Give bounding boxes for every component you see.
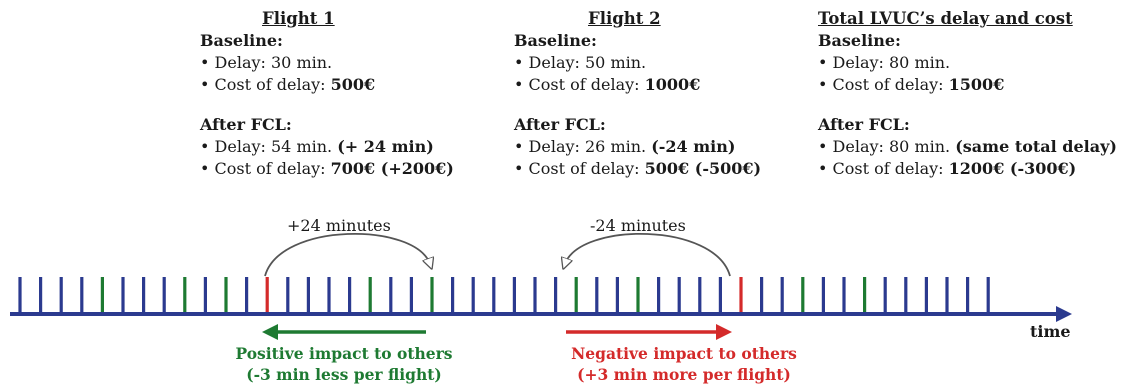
negative-impact-line1: Negative impact to others xyxy=(571,344,797,363)
flight1-baseline-delay: • Delay: 30 min. xyxy=(200,53,333,72)
flight1-after-heading: After FCL: xyxy=(200,115,292,134)
flight1-baseline-cost: • Cost of delay: 500€ xyxy=(200,74,454,96)
flight2-after-delay: • Delay: 26 min. (-24 min) xyxy=(514,136,761,158)
flight2-title: Flight 2 xyxy=(588,9,661,28)
time-axis-label: time xyxy=(1030,322,1071,341)
total-baseline-heading: Baseline: xyxy=(818,31,901,50)
total-baseline-delay: • Delay: 80 min. xyxy=(818,53,951,72)
flight1-baseline-heading: Baseline: xyxy=(200,31,283,50)
flight2-baseline-cost: • Cost of delay: 1000€ xyxy=(514,74,761,96)
total-after-delay-label: • Delay: 80 min. xyxy=(818,137,956,156)
negative-impact-arrowhead xyxy=(716,324,732,340)
flight2-baseline-cost-label: • Cost of delay: xyxy=(514,75,645,94)
total-after-delay-value: (same total delay) xyxy=(955,137,1117,156)
flight1-after-cost-label: • Cost of delay: xyxy=(200,159,331,178)
total-baseline-cost: • Cost of delay: 1500€ xyxy=(818,74,1117,96)
flight1-after-delay: • Delay: 54 min. (+ 24 min) xyxy=(200,136,454,158)
flight2-after-cost-label: • Cost of delay: xyxy=(514,159,645,178)
timeline-ticks xyxy=(18,277,990,312)
right-curved-arrow xyxy=(565,233,731,277)
right-arc-label: -24 minutes xyxy=(590,216,686,235)
flight2-after-heading: After FCL: xyxy=(514,115,606,134)
flight2-after-cost: • Cost of delay: 500€ (-500€) xyxy=(514,158,761,180)
flight1-after-delay-label: • Delay: 54 min. xyxy=(200,137,338,156)
flight1-after-cost-value: 700€ (+200€) xyxy=(330,159,454,178)
flight1-after-delay-value: (+ 24 min) xyxy=(337,137,434,156)
total-baseline-cost-value: 1500€ xyxy=(948,75,1005,94)
flight2-panel: Flight 2 Baseline: • Delay: 50 min. • Co… xyxy=(514,8,761,180)
flight2-baseline-cost-value: 1000€ xyxy=(644,75,701,94)
total-baseline-cost-label: • Cost of delay: xyxy=(818,75,949,94)
total-title: Total LVUC’s delay and cost xyxy=(818,9,1073,28)
negative-impact-text: Negative impact to others (+3 min more p… xyxy=(562,343,806,385)
flight1-after-cost: • Cost of delay: 700€ (+200€) xyxy=(200,158,454,180)
total-panel: Total LVUC’s delay and cost Baseline: • … xyxy=(818,8,1117,180)
flight2-baseline-heading: Baseline: xyxy=(514,31,597,50)
positive-impact-line2: (-3 min less per flight) xyxy=(246,365,442,384)
negative-impact-line2: (+3 min more per flight) xyxy=(577,365,791,384)
positive-impact-text: Positive impact to others (-3 min less p… xyxy=(226,343,462,385)
flight2-baseline-delay: • Delay: 50 min. xyxy=(514,53,647,72)
total-after-cost-value: 1200€ (-300€) xyxy=(948,159,1077,178)
left-curved-arrow xyxy=(264,233,430,277)
positive-impact-arrowhead xyxy=(262,324,278,340)
flight1-baseline-cost-value: 500€ xyxy=(330,75,376,94)
flight1-baseline-cost-label: • Cost of delay: xyxy=(200,75,331,94)
flight2-after-delay-label: • Delay: 26 min. xyxy=(514,137,652,156)
total-after-cost-label: • Cost of delay: xyxy=(818,159,949,178)
total-after-heading: After FCL: xyxy=(818,115,910,134)
total-after-cost: • Cost of delay: 1200€ (-300€) xyxy=(818,158,1117,180)
flight2-after-delay-value: (-24 min) xyxy=(651,137,736,156)
time-axis-arrowhead xyxy=(1056,306,1072,322)
total-after-delay: • Delay: 80 min. (same total delay) xyxy=(818,136,1117,158)
flight1-title: Flight 1 xyxy=(262,9,335,28)
flight2-after-cost-value: 500€ (-500€) xyxy=(644,159,762,178)
positive-impact-line1: Positive impact to others xyxy=(235,344,453,363)
left-arc-label: +24 minutes xyxy=(287,216,391,235)
flight1-panel: Flight 1 Baseline: • Delay: 30 min. • Co… xyxy=(200,8,454,180)
